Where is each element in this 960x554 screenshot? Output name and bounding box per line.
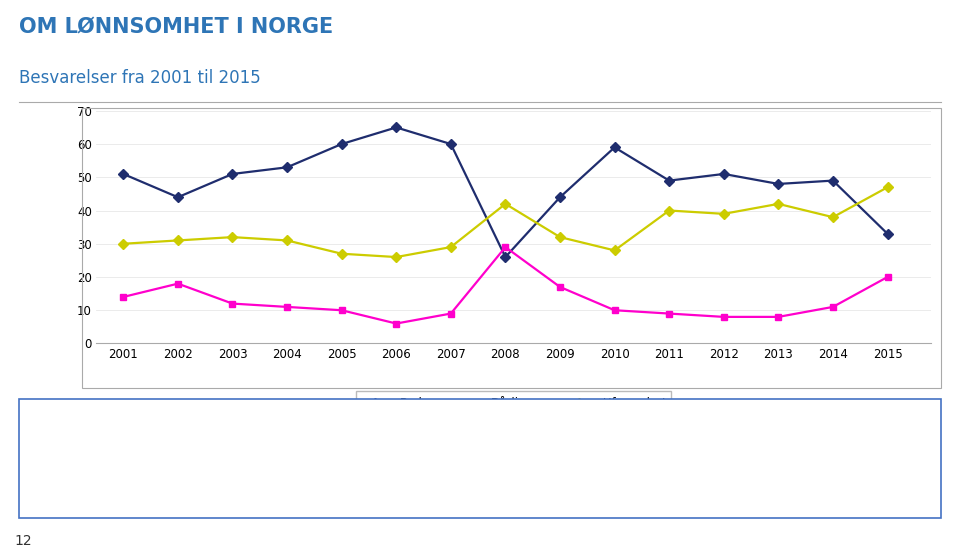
- Text: har holdt seg på et stabilt nivå i perioden fra 2011 til 2014,: har holdt seg på et stabilt nivå i perio…: [417, 432, 773, 446]
- Text: besvarelsene i 2008-2009. Forventningene om: besvarelsene i 2008-2009. Forventningene…: [34, 432, 313, 445]
- Text: Tidsserien viser hva bedriftslederne har svart helt tilbake i 2001. Bedriftslede: Tidsserien viser hva bedriftslederne har…: [34, 406, 789, 418]
- Text: 12: 12: [14, 535, 32, 548]
- Text: økt lønnsomhet: økt lønnsomhet: [313, 432, 417, 445]
- Text: OM LØNNSOMHET I NORGE: OM LØNNSOMHET I NORGE: [19, 17, 333, 37]
- Text: men fikk en betydelig nedgang i 2015. Nå er nivået lavere enn i 2009.: men fikk en betydelig nedgang i 2015. Nå…: [34, 459, 450, 473]
- Legend: Bedre, Dårligere, Uforandret: Bedre, Dårligere, Uforandret: [356, 391, 671, 415]
- Text: Besvarelser fra 2001 til 2015: Besvarelser fra 2001 til 2015: [19, 69, 261, 87]
